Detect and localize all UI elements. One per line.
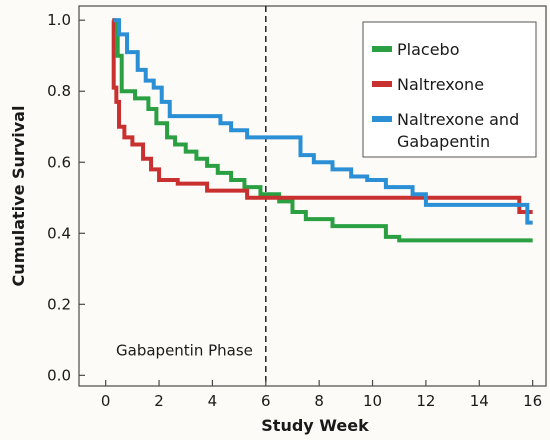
x-tick-label: 14 (470, 392, 489, 410)
y-axis-ticks: 0.0 0.2 0.4 0.6 0.8 1.0 (47, 11, 85, 384)
x-tick-label: 12 (416, 392, 435, 410)
legend-label: Placebo (397, 40, 459, 59)
legend-swatch (372, 116, 392, 122)
legend-label: Naltrexone and Gabapentin (397, 110, 519, 151)
series-line-0 (112, 18, 533, 243)
y-axis-title: Cumulative Survival (9, 106, 28, 287)
x-tick-label: 16 (523, 392, 542, 410)
x-tick-label: 2 (154, 392, 164, 410)
legend-box (362, 21, 537, 158)
series-line-1 (111, 18, 533, 214)
y-tick-label: 0.0 (47, 366, 71, 384)
x-tick-label: 10 (363, 392, 382, 410)
x-tick-label: 8 (314, 392, 324, 410)
y-tick-label: 0.2 (47, 295, 71, 313)
legend-label: Naltrexone (397, 75, 484, 94)
x-tick-label: 6 (261, 392, 271, 410)
y-tick-label: 1.0 (47, 11, 71, 29)
series-line-2 (113, 18, 533, 225)
x-axis-ticks: 0 2 4 6 8 10 12 14 16 (101, 380, 542, 410)
y-tick-label: 0.6 (47, 153, 71, 171)
y-tick-label: 0.8 (47, 82, 71, 100)
legend-swatch (372, 81, 392, 87)
series-lines (111, 18, 533, 243)
gabapentin-phase-annotation: Gabapentin Phase (116, 341, 253, 359)
x-axis-title: Study Week (261, 416, 369, 435)
legend: Placebo Naltrexone Naltrexone and Gabapenti… (362, 21, 537, 158)
legend-swatch (372, 46, 392, 52)
x-tick-label: 4 (208, 392, 218, 410)
y-tick-label: 0.4 (47, 224, 71, 242)
x-tick-label: 0 (101, 392, 111, 410)
